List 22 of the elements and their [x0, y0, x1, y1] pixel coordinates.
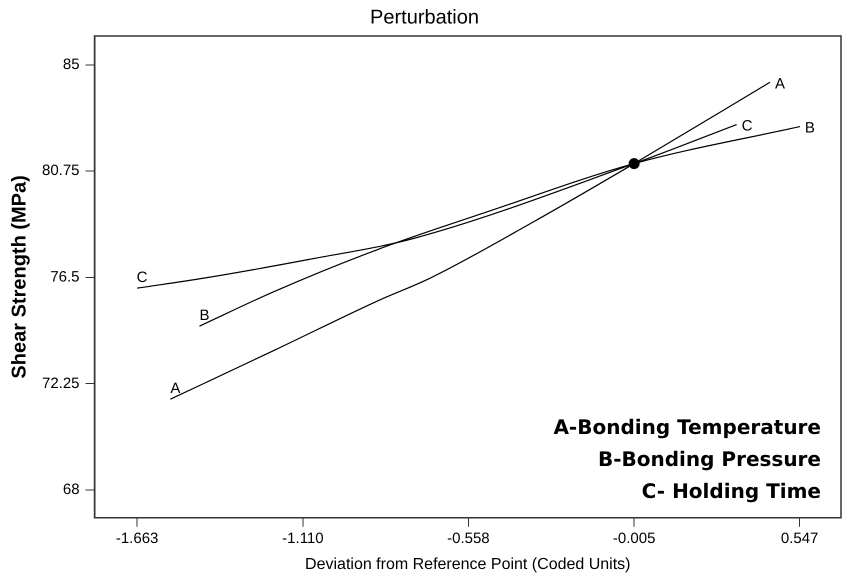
- y-tick-label: 76.5: [50, 268, 80, 286]
- y-tick-label: 72.25: [42, 374, 80, 392]
- y-axis-title: Shear Strength (MPa): [8, 175, 31, 379]
- x-tick-label: -1.110: [282, 530, 324, 547]
- annotation: C- Holding Time: [642, 478, 821, 503]
- annotation: B-Bonding Pressure: [598, 446, 821, 471]
- x-tick-label: -1.663: [116, 530, 158, 547]
- text: C: [742, 118, 753, 135]
- x-axis-title: Deviation from Reference Point (Coded Units): [305, 556, 631, 573]
- series-label: A: [170, 380, 180, 397]
- series-label: C: [136, 268, 148, 286]
- y-tick-label: 68: [62, 481, 80, 498]
- x-tick-label: -0.558: [447, 530, 490, 547]
- annotation: A-Bonding Temperature: [553, 414, 821, 439]
- text: A: [774, 75, 785, 92]
- text: B: [804, 120, 815, 137]
- series-label: B: [199, 306, 210, 324]
- x-tick-label: 0.547: [780, 530, 818, 547]
- y-tick-label: 80.75: [42, 162, 80, 180]
- x-tick-label: -0.005: [612, 530, 656, 547]
- y-tick-label: 85: [62, 56, 80, 73]
- chart-title: Perturbation: [370, 6, 479, 29]
